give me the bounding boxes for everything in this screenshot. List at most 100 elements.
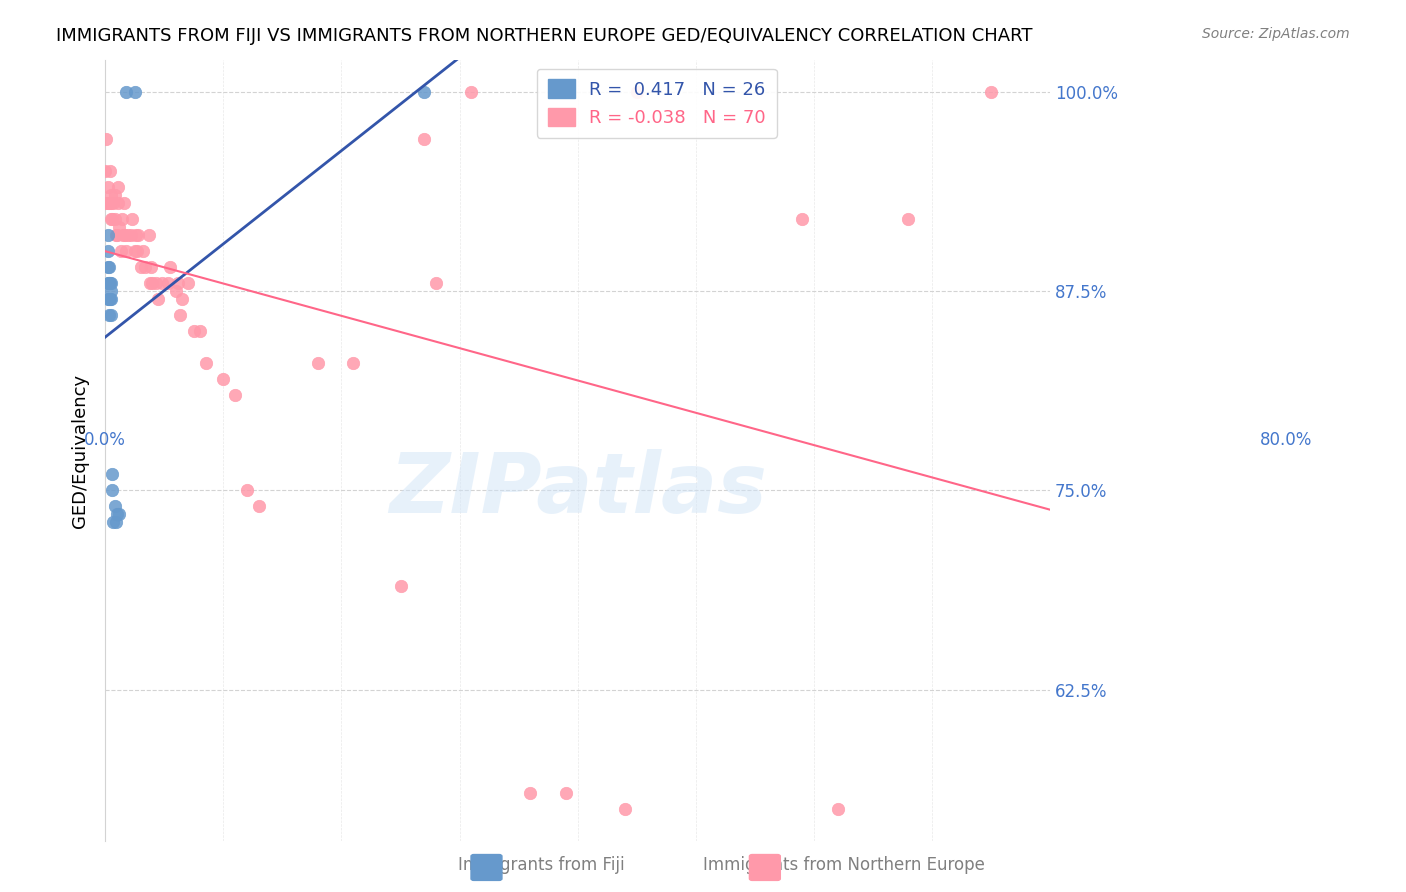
Point xyxy=(104,515,127,529)
Point xyxy=(307,356,329,370)
Text: IMMIGRANTS FROM FIJI VS IMMIGRANTS FROM NORTHERN EUROPE GED/EQUIVALENCY CORRELAT: IMMIGRANTS FROM FIJI VS IMMIGRANTS FROM … xyxy=(56,27,1033,45)
Point xyxy=(613,802,636,816)
Point xyxy=(980,85,1002,99)
Point xyxy=(127,228,149,243)
Point xyxy=(94,196,117,211)
Point xyxy=(97,196,120,211)
Point xyxy=(94,164,117,178)
Point xyxy=(132,244,155,258)
Text: 0.0%: 0.0% xyxy=(84,431,127,449)
Point xyxy=(125,228,148,243)
Point xyxy=(127,244,149,258)
Point xyxy=(129,260,152,274)
Point xyxy=(460,85,482,99)
Point xyxy=(104,188,127,202)
Point xyxy=(101,483,124,498)
Point xyxy=(169,308,191,322)
Point xyxy=(413,85,436,99)
Point xyxy=(827,802,849,816)
Point xyxy=(117,228,139,243)
Point xyxy=(100,212,122,227)
Text: 80.0%: 80.0% xyxy=(1260,431,1313,449)
Point xyxy=(134,260,156,274)
Point xyxy=(413,132,436,146)
Point xyxy=(792,212,814,227)
Point xyxy=(108,220,131,235)
Text: Immigrants from Fiji: Immigrants from Fiji xyxy=(458,856,624,874)
Point xyxy=(897,212,920,227)
Point xyxy=(111,228,134,243)
Point xyxy=(138,228,160,243)
Point xyxy=(112,196,135,211)
Point xyxy=(212,372,235,386)
Point xyxy=(103,196,125,211)
Point xyxy=(159,260,181,274)
Point xyxy=(120,228,142,243)
Legend: R =  0.417   N = 26, R = -0.038   N = 70: R = 0.417 N = 26, R = -0.038 N = 70 xyxy=(537,69,776,138)
Point xyxy=(139,276,162,290)
Point xyxy=(97,292,120,306)
Point xyxy=(124,244,146,258)
Point xyxy=(97,196,120,211)
Point xyxy=(100,188,122,202)
Point xyxy=(100,284,122,298)
Point xyxy=(124,85,146,99)
Point xyxy=(101,467,124,482)
Point xyxy=(98,164,121,178)
Point xyxy=(97,260,120,274)
Point xyxy=(148,292,170,306)
Point xyxy=(188,324,211,338)
Point xyxy=(97,244,120,258)
Point xyxy=(104,228,127,243)
Point xyxy=(97,180,120,194)
Point xyxy=(177,276,200,290)
Point xyxy=(141,260,163,274)
Point xyxy=(96,132,118,146)
Point xyxy=(97,276,120,290)
Point xyxy=(156,276,179,290)
Text: Immigrants from Northern Europe: Immigrants from Northern Europe xyxy=(703,856,984,874)
Point xyxy=(121,212,143,227)
Point xyxy=(97,308,120,322)
Point xyxy=(98,292,121,306)
Point xyxy=(108,508,131,522)
Point xyxy=(519,787,541,801)
Point xyxy=(150,276,173,290)
Point xyxy=(97,228,120,243)
Point xyxy=(105,508,128,522)
Point xyxy=(165,284,187,298)
Point xyxy=(626,85,648,99)
Point xyxy=(97,276,120,290)
Point xyxy=(224,387,246,401)
Point xyxy=(554,787,576,801)
Point xyxy=(389,579,412,593)
Point xyxy=(105,228,128,243)
Point xyxy=(194,356,217,370)
Point xyxy=(236,483,259,498)
Point xyxy=(111,212,134,227)
Point xyxy=(97,292,120,306)
Text: Source: ZipAtlas.com: Source: ZipAtlas.com xyxy=(1202,27,1350,41)
Point xyxy=(104,500,127,514)
Point xyxy=(100,276,122,290)
Point xyxy=(100,196,122,211)
Point xyxy=(145,276,167,290)
Point xyxy=(100,292,122,306)
Point xyxy=(107,196,129,211)
Point xyxy=(114,228,136,243)
Point xyxy=(104,212,127,227)
Point xyxy=(107,180,129,194)
Point xyxy=(247,500,270,514)
Point xyxy=(115,244,138,258)
Point xyxy=(103,515,125,529)
Point xyxy=(97,276,120,290)
Point xyxy=(101,212,124,227)
Point xyxy=(167,276,190,290)
Point xyxy=(183,324,205,338)
Point xyxy=(170,292,193,306)
Point xyxy=(342,356,364,370)
Text: ZIPatlas: ZIPatlas xyxy=(389,449,766,530)
Y-axis label: GED/Equivalency: GED/Equivalency xyxy=(72,374,89,527)
Point xyxy=(425,276,447,290)
Point xyxy=(115,85,138,99)
